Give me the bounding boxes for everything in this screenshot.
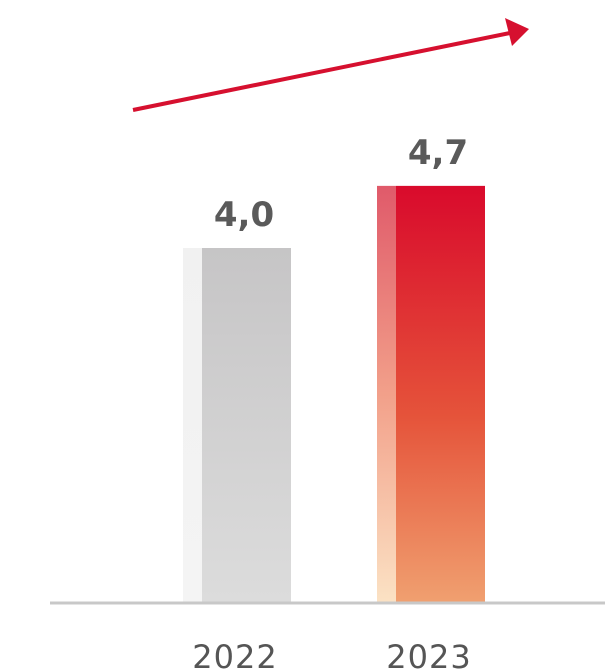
bar-2023-side (377, 185, 396, 603)
bar-2022 (202, 248, 291, 603)
tick-labels-group: 2022 2023 (192, 638, 471, 672)
value-labels-group: 4,0 4,7 (214, 133, 468, 235)
trend-arrow (132, 18, 529, 112)
bars-group (183, 185, 485, 603)
value-label-2022: 4,0 (214, 195, 274, 235)
bar-2023 (396, 185, 485, 603)
trend-arrow-shaft (132, 31, 511, 112)
trend-arrow-head (505, 18, 529, 46)
tick-label-2023: 2023 (386, 638, 471, 672)
bar-2022-side (183, 248, 202, 603)
value-label-2023: 4,7 (408, 133, 468, 173)
tick-label-2022: 2022 (192, 638, 277, 672)
